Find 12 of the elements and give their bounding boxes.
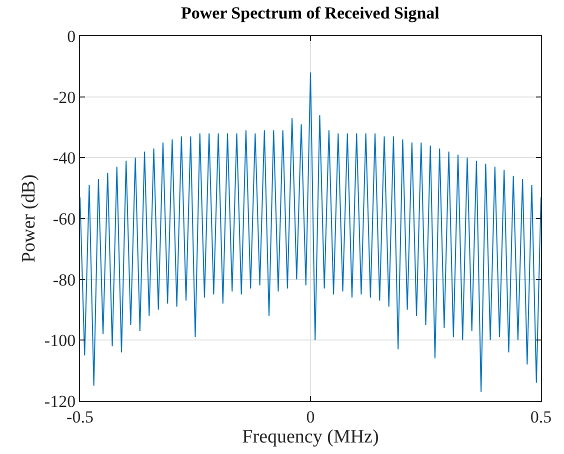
x-tick-label: 0.5 xyxy=(530,407,552,426)
line-series xyxy=(80,72,541,392)
y-tick-label: -80 xyxy=(52,270,76,290)
y-tick-label: -40 xyxy=(52,148,76,168)
y-tick-label: -100 xyxy=(44,331,76,350)
y-tick-label: 0 xyxy=(67,26,76,46)
x-tick-label: 0 xyxy=(306,407,315,426)
y-axis-title: Power (dB) xyxy=(18,174,40,263)
y-tick-label: -60 xyxy=(52,209,76,228)
x-axis-title: Frequency (MHz) xyxy=(242,426,379,448)
chart-title: Power Spectrum of Received Signal xyxy=(180,4,440,23)
y-tick-label: -20 xyxy=(52,88,76,107)
